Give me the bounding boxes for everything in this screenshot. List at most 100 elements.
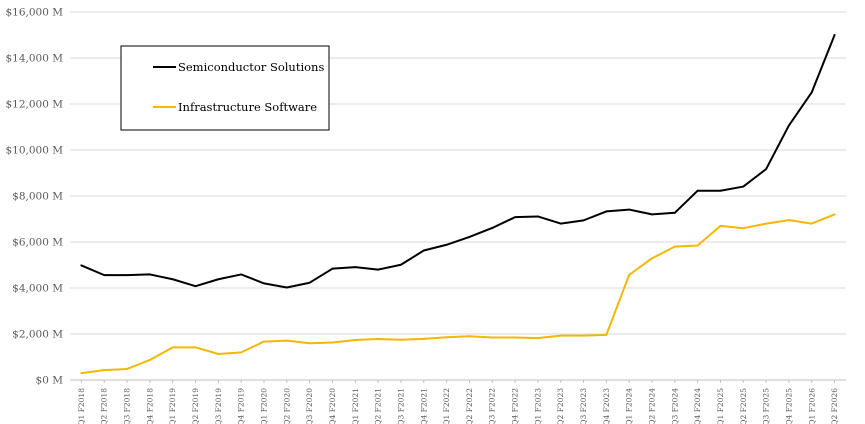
data-point (605, 210, 608, 213)
data-point (171, 278, 174, 281)
data-point (445, 243, 448, 246)
x-tick-label: Q2 F2020 (282, 388, 291, 424)
data-point (103, 369, 106, 372)
x-tick-label: Q2 F2018 (100, 388, 109, 424)
data-point (354, 339, 357, 341)
x-tick-label: Q2 F2021 (374, 388, 383, 424)
data-point (514, 216, 516, 219)
x-tick-label: Q1 F2026 (807, 388, 816, 424)
data-point (308, 342, 311, 345)
data-point (400, 338, 402, 341)
x-tick-label: Q3 F2020 (305, 388, 314, 424)
data-point (103, 274, 106, 277)
data-point (240, 351, 243, 354)
data-point (80, 264, 83, 267)
data-point (742, 227, 745, 230)
x-tick-label: Q4 F2020 (328, 388, 337, 424)
data-point (354, 266, 357, 268)
data-point (673, 245, 676, 248)
legend-label-infrastructure: Infrastructure Software (178, 100, 317, 114)
data-point (833, 34, 836, 36)
legend: Semiconductor Solutions Infrastructure S… (120, 45, 330, 131)
data-point (833, 213, 836, 216)
data-point (719, 225, 722, 227)
data-point (719, 189, 722, 192)
data-point (377, 268, 380, 271)
data-point (491, 336, 494, 339)
x-tick-label: Q1 F2025 (716, 388, 725, 424)
data-point (285, 339, 288, 342)
x-tick-label: Q2 F2022 (465, 388, 474, 424)
data-point (263, 340, 265, 343)
data-point (788, 124, 790, 127)
x-tick-label: Q4 F2018 (145, 388, 154, 424)
y-tick-label: $16,000 M (5, 7, 63, 19)
data-point (148, 273, 151, 276)
data-point (171, 346, 174, 349)
data-point (194, 346, 197, 349)
data-point (308, 281, 311, 284)
data-point (673, 211, 676, 214)
data-point (605, 334, 608, 336)
data-point (788, 219, 790, 222)
data-point (742, 185, 745, 188)
data-point (559, 334, 562, 337)
data-point (536, 337, 539, 340)
y-tick-label: $0 M (36, 375, 64, 387)
data-point (651, 257, 653, 260)
x-tick-label: Q2 F2024 (648, 388, 657, 424)
data-point (80, 372, 83, 374)
y-tick-label: $12,000 M (5, 99, 63, 111)
data-point (696, 189, 699, 192)
data-point (240, 273, 243, 276)
data-point (559, 222, 562, 225)
data-point (422, 249, 425, 252)
data-point (400, 263, 402, 266)
data-point (217, 353, 220, 355)
legend-box (120, 45, 330, 131)
x-tick-label: Q3 F2025 (762, 388, 771, 424)
x-tick-label: Q4 F2019 (237, 388, 246, 424)
data-point (126, 274, 128, 277)
x-tick-label: Q4 F2023 (602, 388, 611, 424)
y-tick-label: $4,000 M (12, 283, 63, 295)
x-tick-label: Q3 F2024 (670, 388, 679, 424)
data-point (536, 215, 539, 218)
data-point (285, 286, 288, 289)
y-tick-label: $6,000 M (12, 237, 63, 249)
x-tick-label: Q4 F2025 (784, 388, 793, 424)
x-tick-label: Q3 F2023 (579, 388, 588, 424)
x-tick-label: Q2 F2026 (830, 388, 839, 424)
data-point (126, 368, 128, 370)
data-point (422, 337, 425, 340)
data-point (765, 222, 768, 225)
x-tick-label: Q2 F2023 (556, 388, 565, 424)
legend-label-semiconductor: Semiconductor Solutions (178, 60, 324, 74)
x-tick-label: Q3 F2021 (396, 388, 405, 424)
data-point (148, 359, 151, 361)
y-tick-label: $8,000 M (12, 191, 63, 203)
data-point (582, 334, 585, 337)
data-point (514, 336, 516, 339)
data-point (217, 278, 220, 281)
y-tick-label: $2,000 M (12, 329, 63, 341)
data-point (628, 208, 631, 211)
x-tick-label: Q2 F2019 (191, 388, 200, 424)
data-point (628, 273, 631, 276)
x-tick-label: Q1 F2021 (351, 388, 360, 424)
data-point (377, 338, 380, 340)
y-tick-label: $14,000 M (5, 53, 63, 65)
data-point (468, 335, 471, 338)
y-tick-label: $10,000 M (5, 145, 63, 157)
x-tick-label: Q4 F2024 (693, 388, 702, 424)
data-point (810, 91, 813, 94)
x-tick-label: Q4 F2021 (419, 388, 428, 424)
x-tick-label: Q4 F2022 (511, 388, 520, 424)
x-tick-label: Q3 F2019 (214, 388, 223, 424)
x-tick-label: Q1 F2022 (442, 388, 451, 424)
y-axis-tick-labels: $0 M $2,000 M $4,000 M $6,000 M $8,000 M $10,… (5, 7, 63, 387)
data-point (194, 285, 197, 288)
data-point (810, 222, 813, 225)
x-tick-label: Q1 F2018 (77, 388, 86, 424)
